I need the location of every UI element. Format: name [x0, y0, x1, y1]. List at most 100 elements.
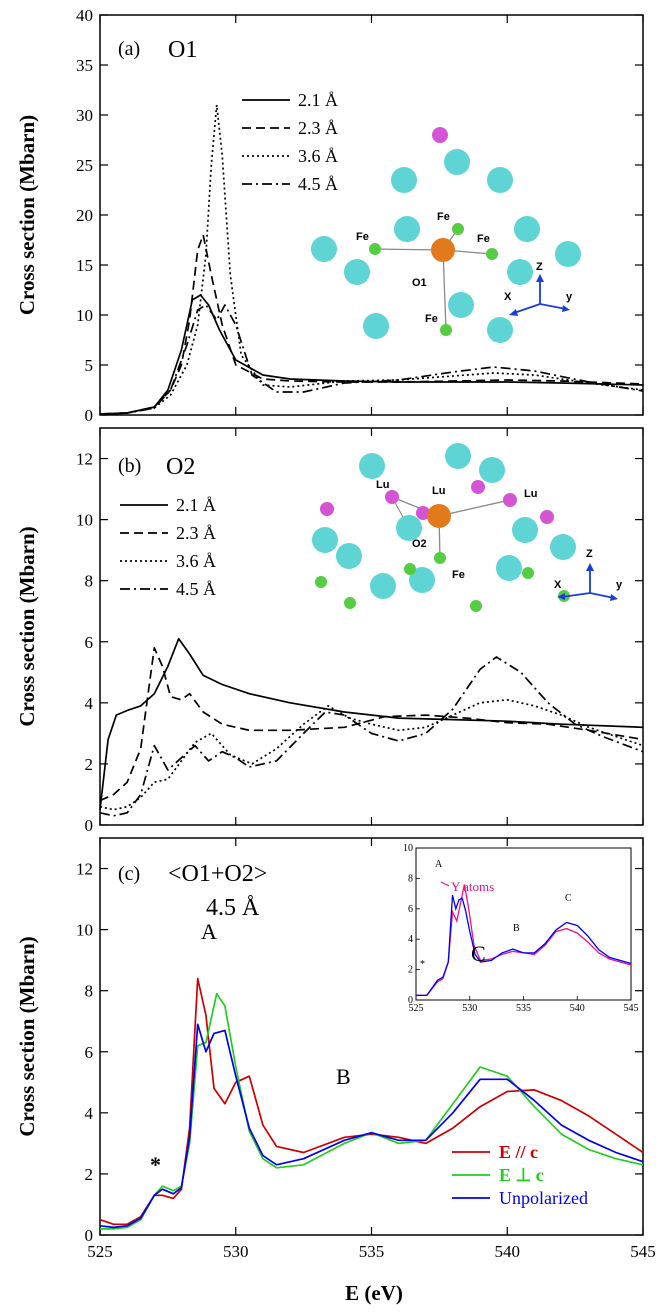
x-tick-label: 540	[495, 1242, 521, 1261]
large-atom	[344, 259, 370, 285]
y-axis-label: Cross section (Mbarn)	[15, 526, 39, 726]
legend-label: E ⊥ c	[499, 1165, 544, 1185]
series-line	[99, 656, 644, 817]
series-line	[99, 977, 644, 1226]
lu-atom	[471, 480, 485, 494]
chart-panel-(b): 0 2 4 6 8 10 12 Cross section (Mbarn) 2.1 Å 2.3 Å…	[15, 427, 644, 835]
y-tick-label: 4	[85, 694, 94, 713]
inset-x-tick-label: 535	[516, 1003, 531, 1014]
y-tick-label: 8	[85, 572, 94, 591]
fe-atom	[486, 248, 498, 260]
lu-atom	[416, 506, 430, 520]
fe-atom	[440, 324, 452, 336]
large-atom	[448, 292, 474, 318]
axis-x-label: X	[504, 291, 512, 303]
large-atom	[394, 216, 420, 242]
structure-inset-o2: Lu Lu Lu O2 Fe Z X y	[312, 443, 623, 612]
large-atom	[445, 443, 471, 469]
y-tick-label: 40	[76, 6, 93, 25]
fe-atom	[434, 552, 446, 564]
legend-label: 3.6 Å	[298, 146, 338, 166]
legend-label: 2.3 Å	[176, 523, 216, 543]
panel-c-subtitle: 4.5 Å	[206, 895, 260, 921]
legend-label: 2.1 Å	[298, 90, 338, 110]
y-tick-label: 5	[85, 356, 94, 375]
axis-z-label: Z	[586, 548, 593, 560]
series-line	[99, 234, 644, 415]
y-tick-label: 30	[76, 106, 93, 125]
inset-star-label: *	[420, 959, 425, 970]
y-axis-label: Cross section (Mbarn)	[15, 115, 39, 315]
legend-label: 4.5 Å	[298, 174, 338, 194]
large-atom	[312, 527, 338, 553]
fe-atom	[404, 563, 416, 575]
legend-label: Unpolarized	[499, 1188, 588, 1208]
plot-frame	[99, 14, 644, 416]
large-atom	[496, 555, 522, 581]
x-tick-label: 535	[359, 1242, 385, 1261]
y-tick-label: 10	[76, 921, 93, 940]
large-atom	[514, 216, 540, 242]
y-axis-label: Cross section (Mbarn)	[15, 936, 39, 1136]
atom-label: Fe	[477, 233, 490, 245]
y-tick-label: 10	[76, 511, 93, 530]
y-tick-label: 15	[76, 256, 93, 275]
atom-label: Lu	[524, 488, 537, 500]
inset-y-tick-label: 4	[408, 934, 413, 945]
panel-c-label: (c)	[118, 863, 140, 885]
fe-atom	[470, 600, 482, 612]
series-line	[99, 637, 644, 810]
lu-atom	[503, 493, 517, 507]
large-atom	[409, 567, 435, 593]
peak-c-label: C	[471, 941, 486, 966]
peak-star-label: *	[150, 1152, 161, 1177]
large-atom	[359, 453, 385, 479]
inset-x-tick-label: 545	[624, 1003, 639, 1014]
lu-atom	[432, 127, 448, 143]
large-atom	[363, 313, 389, 339]
y-tick-label: 6	[85, 1043, 94, 1062]
legend-label: 4.5 Å	[176, 579, 216, 599]
inset-x-tick-label: 530	[462, 1003, 477, 1014]
legend-label: E // c	[499, 1142, 538, 1162]
inset-peak-c-label: C	[565, 893, 572, 904]
inset-y-atoms-label: Y atoms	[451, 879, 494, 894]
inset-y-tick-label: 6	[408, 904, 413, 915]
y-tick-label: 0	[85, 1226, 94, 1245]
lu-atom	[320, 502, 334, 516]
large-atom	[555, 241, 581, 267]
large-atom	[444, 149, 470, 175]
panel-b-label: (b)	[118, 455, 141, 477]
large-atom	[311, 236, 337, 262]
inset-y-tick-label: 0	[408, 995, 413, 1006]
plot-frame	[99, 427, 644, 826]
axis-y-label: y	[616, 579, 623, 591]
chart-panel-(a): 0 5 10 15 20 25 30 35 40 Cross section (Mbarn) 2.1…	[15, 6, 644, 425]
large-atom	[370, 573, 396, 599]
x-tick-label: 525	[87, 1242, 113, 1261]
large-atom	[479, 457, 505, 483]
inset-y-tick-label: 10	[403, 843, 413, 854]
panel-a-site: O1	[168, 37, 197, 63]
atom-label: Fe	[437, 211, 450, 223]
large-atom	[550, 534, 576, 560]
large-atom	[391, 167, 417, 193]
peak-a-label: A	[201, 919, 217, 944]
atom-label: Lu	[376, 479, 389, 491]
y-tick-label: 2	[85, 755, 94, 774]
y-tick-label: 2	[85, 1165, 94, 1184]
fe-atom	[522, 567, 534, 579]
y-tick-label: 0	[85, 816, 94, 835]
atom-label: O1	[412, 277, 427, 289]
inset-y-tick-label: 2	[408, 965, 413, 976]
large-atom	[396, 515, 422, 541]
series-line	[99, 647, 644, 802]
series-line	[99, 304, 644, 415]
y-tick-label: 0	[85, 406, 94, 425]
inset-peak-a-label: A	[435, 859, 443, 870]
series-line	[99, 294, 644, 415]
fe-atom	[344, 597, 356, 609]
series-line	[100, 992, 644, 1230]
legend-label: 2.1 Å	[176, 495, 216, 515]
inset-arrow	[440, 881, 450, 887]
